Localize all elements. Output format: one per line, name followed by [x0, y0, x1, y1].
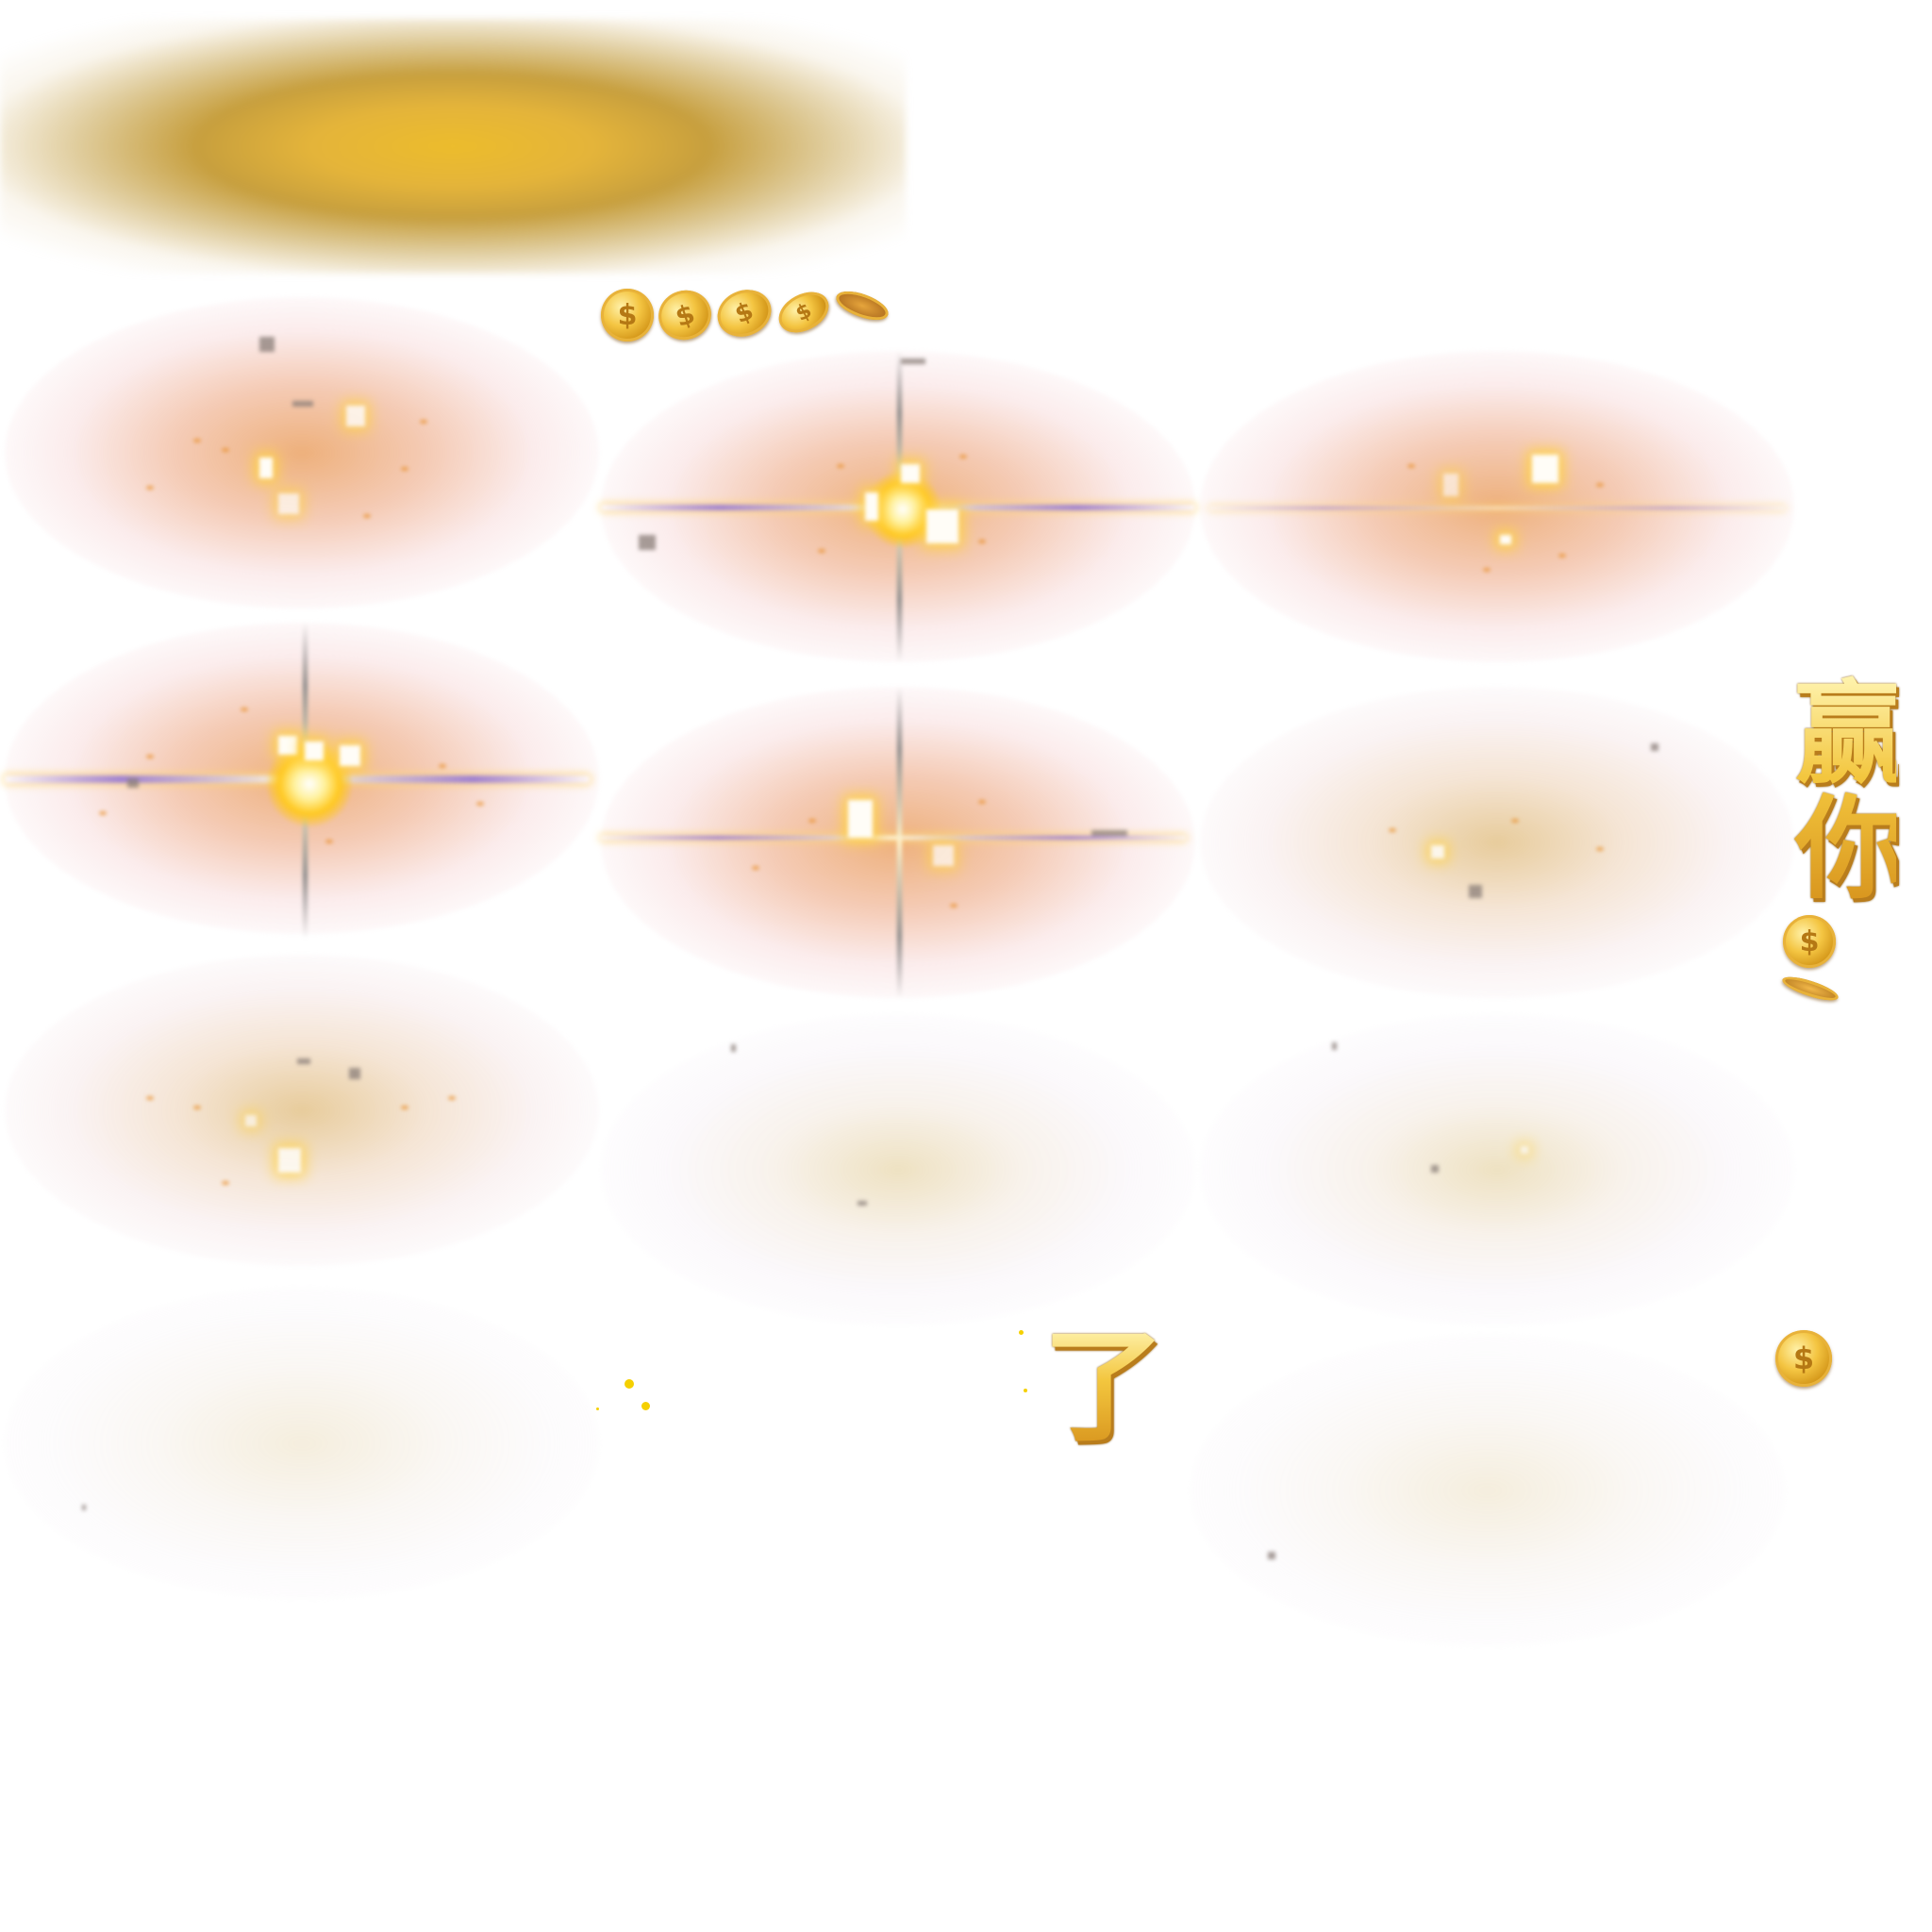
coin-frame-2-icon: $: [652, 283, 718, 347]
burst-frame-7: [5, 955, 599, 1266]
burst-frame-9: [1200, 1014, 1794, 1325]
coin-edge-icon: [1780, 972, 1840, 1006]
burst-frame-2: [601, 351, 1195, 662]
coin-frame-1-icon: $: [601, 289, 654, 341]
burst-frame-1: [5, 297, 599, 608]
burst-frame-10: [5, 1288, 599, 1599]
sparkle: [641, 1402, 650, 1410]
sparkle: [625, 1379, 634, 1389]
burst-frame-6: [1200, 687, 1794, 998]
burst-frame-4: [5, 623, 599, 939]
burst-frame-5: [601, 687, 1195, 998]
sparkle: [1019, 1330, 1024, 1335]
coin-frame-5-icon: [832, 285, 892, 326]
burst-frame-8: [601, 1014, 1195, 1325]
coin-single-icon: $: [1775, 1330, 1832, 1387]
burst-frame-3: [1200, 351, 1794, 662]
coin-frame-3-icon: $: [710, 281, 778, 345]
sparkle: [1024, 1389, 1027, 1392]
sparkle: [596, 1407, 599, 1410]
gold-glow-sprite: [0, 19, 906, 274]
win-text-glyphs: 赢你: [1775, 675, 1906, 905]
burst-frame-11: [1191, 1335, 1785, 1646]
coin-frame-4-icon: $: [772, 284, 836, 341]
le-text-glyph: 了: [1042, 1315, 1166, 1458]
coin-side-icon: $: [1783, 915, 1836, 968]
